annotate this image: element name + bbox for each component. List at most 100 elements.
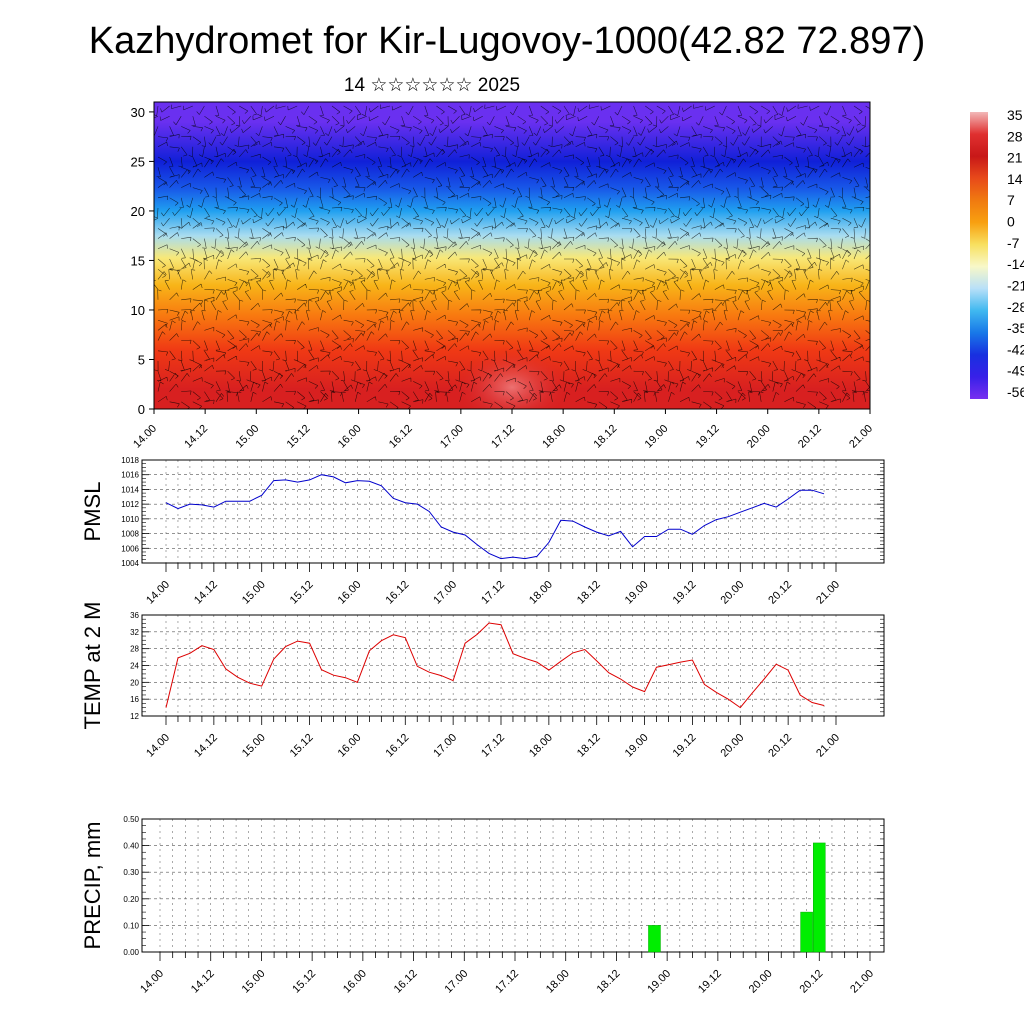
precip-panel: 0.00 0.10 0.20 0.30 0.40 0.50 14.00 14.12 15.00 1… xyxy=(80,815,885,996)
xtick-label-0: 14.00 xyxy=(144,579,172,607)
precip-bar-1 xyxy=(800,911,813,953)
xtick-label-4: 16.00 xyxy=(336,732,364,760)
heat-xtick-label-14: 21.00 xyxy=(847,423,875,451)
cross-section-panel: 0 5 10 15 20 25 30 14.00 14.12 15.00 15.12 16.00 16.… xyxy=(131,101,875,451)
xtick-label-3: 15.12 xyxy=(290,968,318,996)
xtick-label-10: 19.00 xyxy=(623,732,651,760)
colorbar-label-1: 28 xyxy=(1007,128,1023,144)
temp-series-line xyxy=(165,622,825,709)
panel-frame xyxy=(141,459,885,564)
xtick-label-11: 19.12 xyxy=(696,968,724,996)
heat-ytick-label-20: 20 xyxy=(131,204,145,219)
xtick-label-3: 15.12 xyxy=(288,579,316,607)
xtick-label-10: 19.00 xyxy=(623,579,651,607)
heat-xtick-label-0: 14.00 xyxy=(131,423,159,451)
colorbar-label-5: 0 xyxy=(1007,214,1015,230)
ytick-label-7: 1018 xyxy=(121,456,139,465)
colorbar-label-6: -7 xyxy=(1007,235,1020,251)
precip-bar-2 xyxy=(813,842,826,953)
panel-ylabel: TEMP at 2 M xyxy=(80,602,105,730)
heat-ytick-label-30: 30 xyxy=(131,105,145,120)
ytick-label-1: 16 xyxy=(130,695,139,704)
colorbar-strip xyxy=(970,112,988,399)
wind-barbs xyxy=(154,104,870,409)
ytick-label-3: 1010 xyxy=(121,515,139,524)
heat-xtick-label-11: 19.12 xyxy=(694,423,722,451)
heat-xtick-label-7: 17.12 xyxy=(489,423,517,451)
page-title: Kazhydromet for Kir-Lugovoy-1000(42.82 7… xyxy=(89,20,925,62)
ytick-label-0: 12 xyxy=(130,712,139,721)
ytick-label-6: 1016 xyxy=(121,471,139,480)
colorbar-label-9: -28 xyxy=(1007,299,1024,315)
xtick-label-8: 18.00 xyxy=(544,968,572,996)
ytick-label-4: 28 xyxy=(130,645,139,654)
xtick-label-5: 16.12 xyxy=(392,968,420,996)
ytick-label-1: 0.10 xyxy=(123,921,139,930)
colorbar-label-7: -14 xyxy=(1007,256,1024,272)
xtick-label-4: 16.00 xyxy=(341,968,369,996)
ytick-label-5: 32 xyxy=(130,628,139,637)
xtick-label-5: 16.12 xyxy=(383,732,411,760)
colorbar-label-11: -42 xyxy=(1007,341,1024,357)
panel-frame xyxy=(141,614,885,717)
heat-xtick-label-1: 14.12 xyxy=(182,423,210,451)
xtick-label-14: 21.00 xyxy=(848,968,876,996)
pmsl-series-line xyxy=(165,474,825,560)
ytick-label-5: 0.50 xyxy=(123,815,139,824)
panel-ylabel: PRECIP, mm xyxy=(80,822,105,950)
heat-xtick-label-3: 15.12 xyxy=(285,423,313,451)
pmsl-panel: 1004 1006 1008 1010 1012 1014 1016 1018 14.00 14.… xyxy=(80,456,885,607)
ytick-label-1: 1006 xyxy=(121,544,139,553)
xtick-label-2: 15.00 xyxy=(240,968,268,996)
panel-ylabel: PMSL xyxy=(80,482,105,542)
ytick-label-5: 1014 xyxy=(121,485,139,494)
heat-xtick-label-5: 16.12 xyxy=(387,423,415,451)
xtick-label-8: 18.00 xyxy=(527,579,555,607)
colorbar: 35 28 21 14 7 0 -7 -14 -21 -28 -35 -42 -49 -56 xyxy=(970,107,1024,400)
heat-ytick-label-0: 0 xyxy=(138,402,145,417)
xtick-label-12: 20.00 xyxy=(718,579,746,607)
ytick-label-0: 1004 xyxy=(121,559,139,568)
wind-barb-field xyxy=(154,104,870,409)
heat-xtick-label-2: 15.00 xyxy=(233,423,261,451)
xtick-label-9: 18.12 xyxy=(575,579,603,607)
xtick-label-1: 14.12 xyxy=(189,968,217,996)
page-subtitle: 14 ☆☆☆☆☆☆ 2025 xyxy=(344,75,520,96)
xtick-label-10: 19.00 xyxy=(645,968,673,996)
colorbar-label-10: -35 xyxy=(1007,320,1024,336)
xtick-label-3: 15.12 xyxy=(288,732,316,760)
heat-ytick-label-5: 5 xyxy=(138,352,145,367)
ytick-label-2: 0.20 xyxy=(123,895,139,904)
heat-xtick-label-4: 16.00 xyxy=(336,423,364,451)
xtick-label-1: 14.12 xyxy=(192,579,220,607)
heat-xtick-label-12: 20.00 xyxy=(745,423,773,451)
xtick-label-1: 14.12 xyxy=(192,732,220,760)
heat-ytick-label-10: 10 xyxy=(131,303,145,318)
xtick-label-13: 20.12 xyxy=(797,968,825,996)
xtick-label-9: 18.12 xyxy=(595,968,623,996)
panel-frame xyxy=(141,818,885,953)
xtick-label-12: 20.00 xyxy=(747,968,775,996)
heat-ytick-label-15: 15 xyxy=(131,253,145,268)
xtick-label-6: 17.00 xyxy=(442,968,470,996)
heat-xtick-label-6: 17.00 xyxy=(438,423,466,451)
heat-xtick-label-9: 18.12 xyxy=(591,423,619,451)
colorbar-label-4: 7 xyxy=(1007,192,1015,208)
temp-panel: 12 16 20 24 28 32 36 14.00 14.12 15.00 15.12 16.00 1… xyxy=(80,602,885,760)
ytick-label-2: 20 xyxy=(130,678,139,687)
xtick-label-9: 18.12 xyxy=(575,732,603,760)
colorbar-label-0: 35 xyxy=(1007,107,1023,123)
colorbar-label-3: 14 xyxy=(1007,171,1023,187)
ytick-label-6: 36 xyxy=(130,611,139,620)
heat-xtick-label-13: 20.12 xyxy=(796,423,824,451)
xtick-label-14: 21.00 xyxy=(814,732,842,760)
xtick-label-2: 15.00 xyxy=(240,732,268,760)
ytick-label-4: 0.40 xyxy=(123,842,139,851)
ytick-label-3: 0.30 xyxy=(123,868,139,877)
xtick-label-8: 18.00 xyxy=(527,732,555,760)
xtick-label-11: 19.12 xyxy=(671,579,699,607)
colorbar-label-12: -49 xyxy=(1007,363,1024,379)
xtick-label-7: 17.12 xyxy=(493,968,521,996)
